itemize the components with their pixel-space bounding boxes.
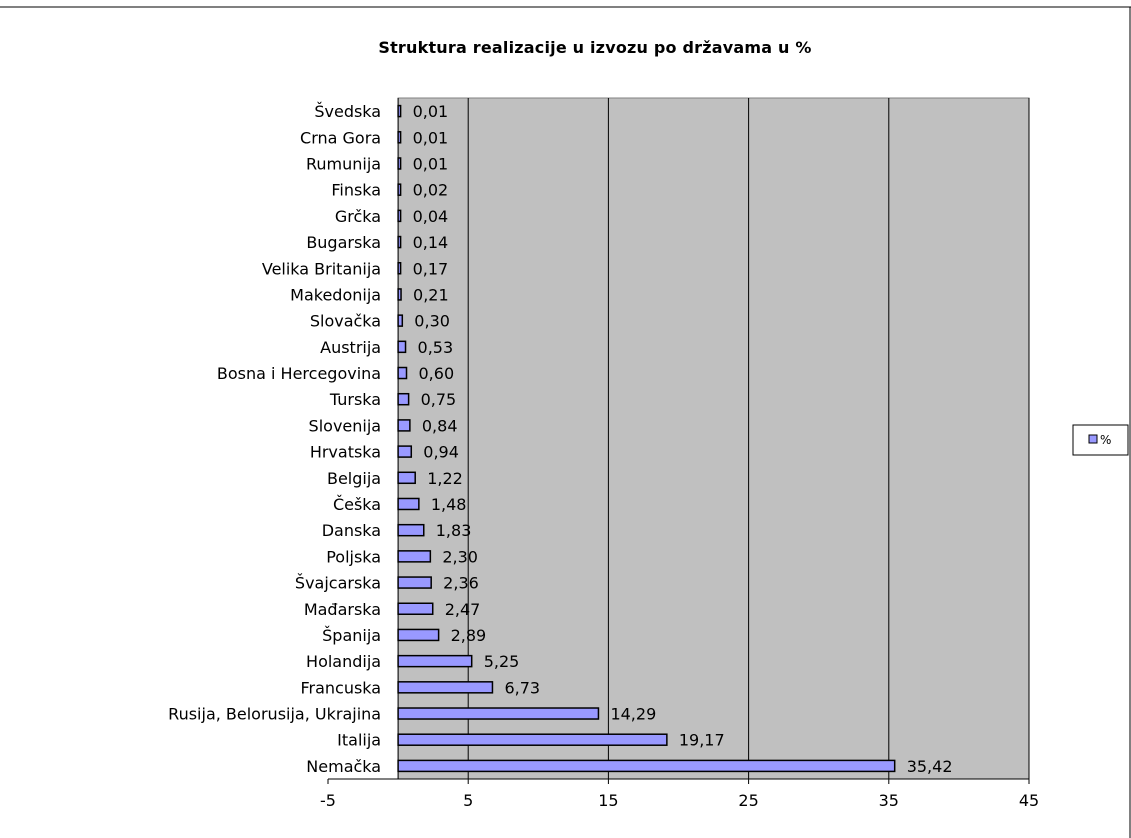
bar [397,340,407,354]
data-label: 0,84 [422,416,458,435]
data-label: 0,30 [414,312,450,331]
chart-title: Struktura realizacije u izvozu po država… [378,38,812,57]
category-label: Poljska [326,547,381,566]
category-label: Francuska [300,678,381,697]
data-label: 0,94 [423,443,459,462]
category-label: Slovačka [310,312,381,331]
data-label: 6,73 [504,678,540,697]
category-label: Holandija [306,652,381,671]
bar [397,497,420,511]
bar [397,471,416,485]
category-label: Bugarska [306,233,381,252]
bar [397,523,425,537]
category-label: Češka [333,495,381,514]
data-label: 5,25 [484,652,520,671]
category-label: Velika Britanija [262,259,381,278]
category-label: Mađarska [304,600,381,619]
data-label: 2,30 [442,547,478,566]
bar [397,733,668,746]
data-label: 1,22 [427,469,463,488]
bar [397,445,413,458]
category-label: Bosna i Hercegovina [217,364,381,383]
plot-area [397,97,1030,780]
bar [397,628,440,642]
bar [397,209,402,223]
category-label: Švedska [314,102,381,121]
bar [397,550,432,563]
x-tick-label: 45 [1019,791,1039,810]
bar [397,235,402,249]
bar [397,261,402,275]
bar [397,654,473,668]
category-label: Italija [337,731,381,750]
x-tick-label: 35 [879,791,899,810]
bar [397,707,600,720]
bar [397,419,411,432]
data-label: 1,83 [436,521,472,540]
bar [397,157,402,170]
category-label: Danska [322,521,381,540]
bar [397,131,402,144]
category-label: Rumunija [306,154,381,173]
bar [397,183,402,196]
x-tick-label: 5 [463,791,473,810]
legend-label: % [1100,433,1111,447]
data-label: 0,01 [413,154,449,173]
data-label: 2,36 [443,574,479,593]
x-tick-label: 25 [738,791,758,810]
category-label: Belgija [327,469,381,488]
data-label: 0,01 [413,128,449,147]
data-label: 0,17 [413,259,449,278]
data-label: 0,02 [413,181,449,200]
data-label: 14,29 [610,705,656,724]
category-label: Rusija, Belorusija, Ukrajina [168,705,381,724]
category-label: Turska [329,390,381,409]
bar [397,288,402,301]
x-tick-label: 15 [598,791,618,810]
category-label: Španija [322,626,381,645]
category-label: Crna Gora [300,128,381,147]
bar [397,392,410,406]
data-label: 2,47 [445,600,481,619]
data-label: 19,17 [679,731,725,750]
bar [397,314,404,327]
data-label: 0,04 [413,207,449,226]
bar [397,602,434,616]
data-label: 0,53 [418,338,454,357]
category-label: Grčka [335,207,381,226]
category-label: Švajcarska [295,574,381,593]
bar [397,681,494,694]
data-label: 0,21 [413,285,449,304]
category-label: Austrija [320,338,381,357]
x-tick-label: -5 [320,791,336,810]
bar [397,759,896,773]
bar [397,576,432,589]
data-label: 0,14 [413,233,449,252]
category-label: Makedonija [290,285,381,304]
data-label: 35,42 [907,757,953,776]
data-label: 0,01 [413,102,449,121]
data-label: 0,75 [421,390,457,409]
category-label: Hrvatska [310,443,381,462]
data-label: 1,48 [431,495,467,514]
bar [397,366,408,380]
data-label: 0,60 [419,364,455,383]
category-label: Nemačka [306,757,381,776]
category-label: Finska [331,181,381,200]
legend-box [1072,424,1129,456]
legend-swatch [1088,434,1098,444]
data-label: 2,89 [451,626,487,645]
bar [397,104,402,118]
category-label: Slovenija [309,416,382,435]
